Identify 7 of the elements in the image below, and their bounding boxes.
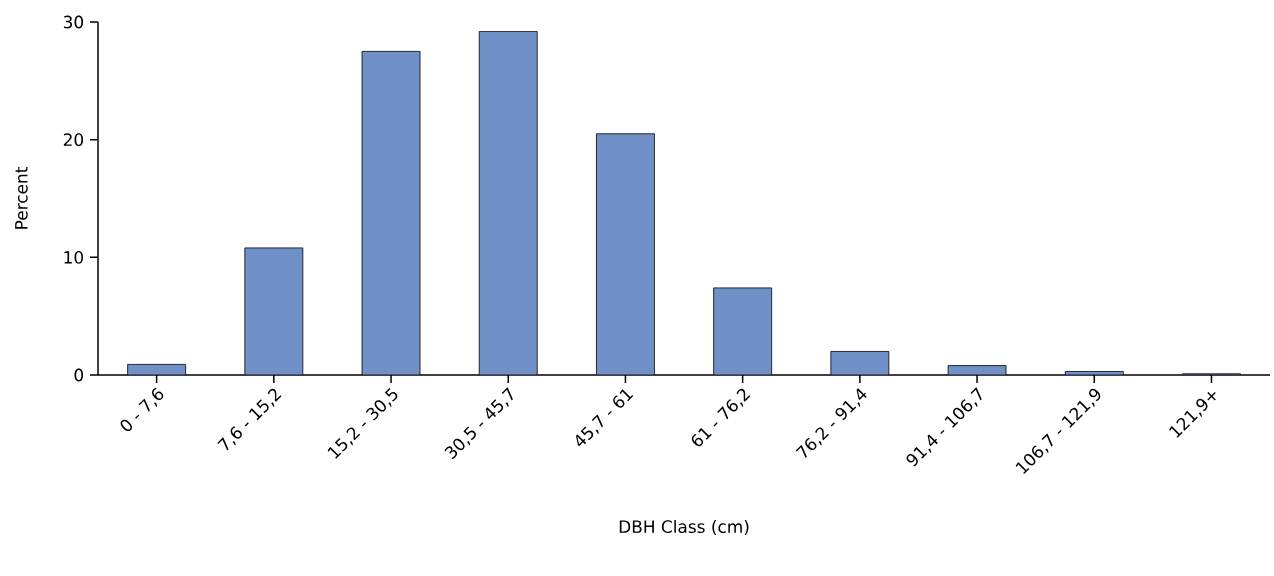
- y-tick-label: 0: [74, 368, 84, 382]
- y-axis-title: Percent: [15, 167, 28, 229]
- y-tick-label: 30: [63, 15, 84, 29]
- x-tick-label: 0 - 7,6: [120, 387, 164, 432]
- y-tick-label: 10: [64, 250, 84, 264]
- y-tick-label: 20: [63, 133, 84, 147]
- x-axis-title: DBH Class (cm): [619, 519, 749, 536]
